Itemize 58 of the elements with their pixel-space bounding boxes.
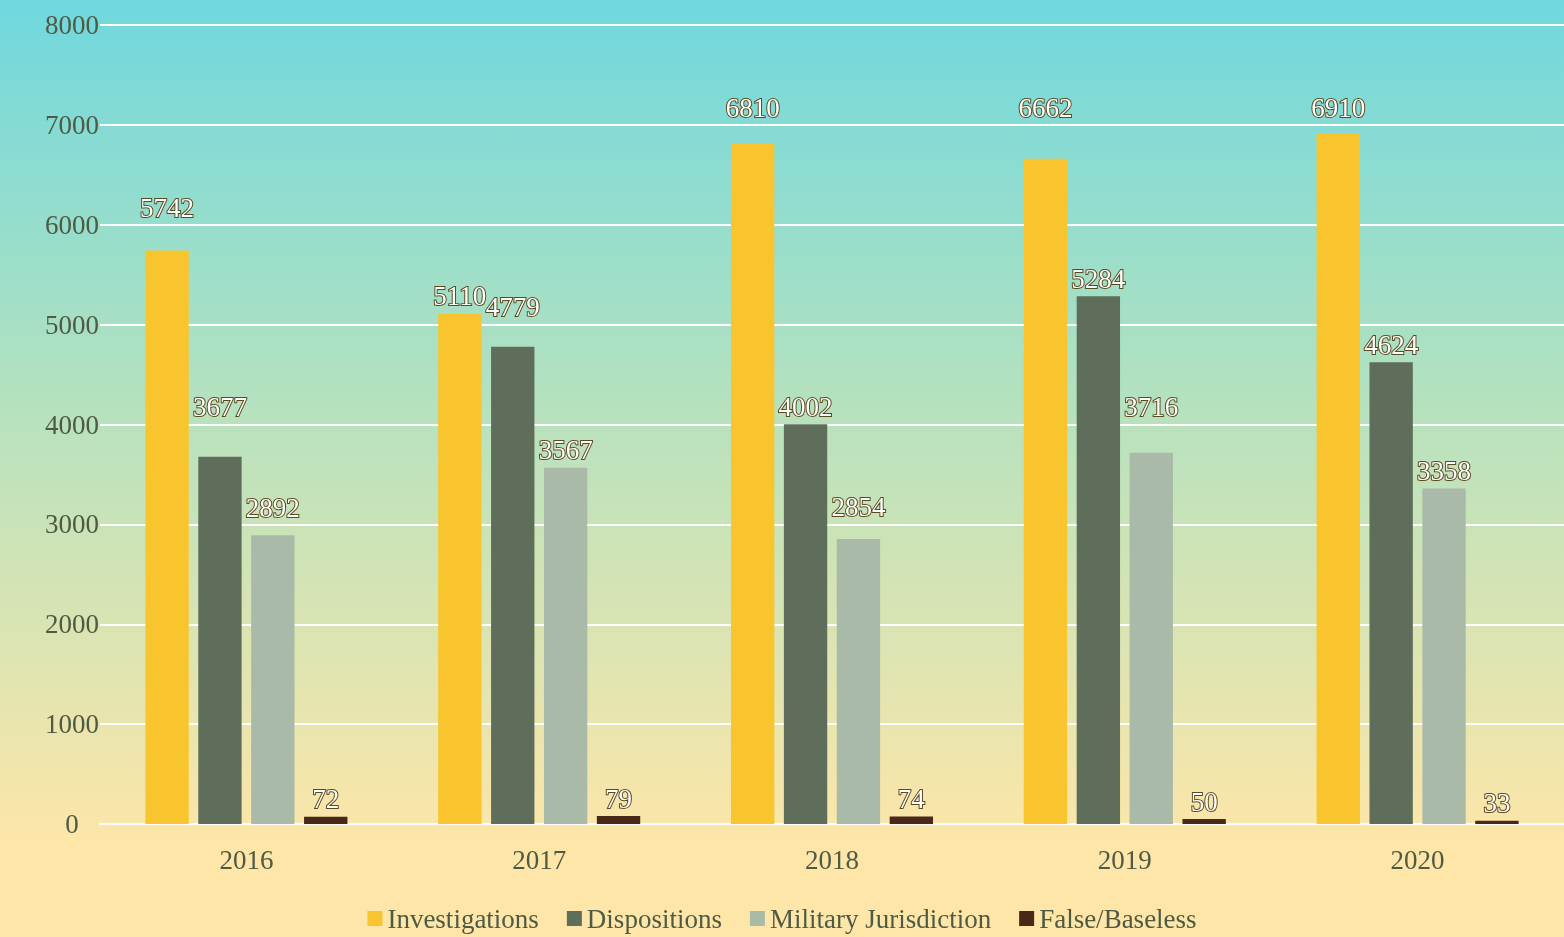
data-label: 4002 [778,391,833,422]
y-tick-label: 2000 [45,609,99,640]
legend-label: False/Baseless [1039,903,1197,934]
data-label: 3567 [538,435,593,466]
data-label: 5110 [433,281,487,312]
data-label: 79 [605,783,633,814]
bar [1023,158,1068,824]
data-label: 72 [312,784,340,815]
data-label: 5284 [1071,263,1126,294]
data-label: 6910 [1311,93,1366,124]
data-label: 2854 [831,492,886,523]
x-tick-label: 2018 [805,844,859,875]
bar [1129,452,1173,824]
y-tick-label: 8000 [45,10,99,40]
x-tick-label: 2020 [1390,844,1445,875]
legend-label: Dispositions [586,903,722,934]
bar [251,535,295,824]
bar [198,456,242,824]
y-tick-label: 6000 [45,209,99,240]
data-label: 33 [1483,788,1511,819]
legend-label: Investigations [387,903,539,934]
data-label: 3677 [192,392,247,423]
bar [596,816,641,824]
bar [1475,820,1519,824]
data-label: 5742 [140,193,195,224]
bar [1182,819,1226,824]
bar [783,424,828,824]
x-tick-label: 2016 [219,844,274,875]
bar [889,816,934,824]
bar [730,143,775,824]
bar [1369,362,1413,824]
data-label: 6662 [1018,93,1073,124]
data-label: 3716 [1124,392,1179,423]
y-tick-label: 7000 [45,109,99,140]
bar [1316,133,1360,824]
y-tick-label: 4000 [45,409,99,440]
bar [543,467,588,824]
x-tick-label: 2019 [1097,844,1152,875]
data-label: 74 [897,784,926,815]
bar [1422,488,1466,824]
bar [491,346,535,824]
data-label: 2892 [245,492,300,523]
y-tick-label: 1000 [45,709,99,740]
bar [145,250,189,824]
data-label: 50 [1190,786,1218,817]
data-label: 4779 [485,292,540,323]
legend-label: Military Jurisdiction [769,903,992,934]
bar [438,313,482,824]
bar [304,816,348,824]
bar [836,538,881,824]
data-label: 4624 [1364,329,1419,360]
data-label: 3358 [1417,456,1472,487]
data-label: 6810 [725,93,780,124]
y-tick-label: 0 [65,809,79,839]
x-tick-label: 2017 [512,844,567,875]
y-tick-label: 3000 [45,509,99,540]
y-tick-label: 5000 [45,309,99,340]
bar [1076,296,1121,824]
